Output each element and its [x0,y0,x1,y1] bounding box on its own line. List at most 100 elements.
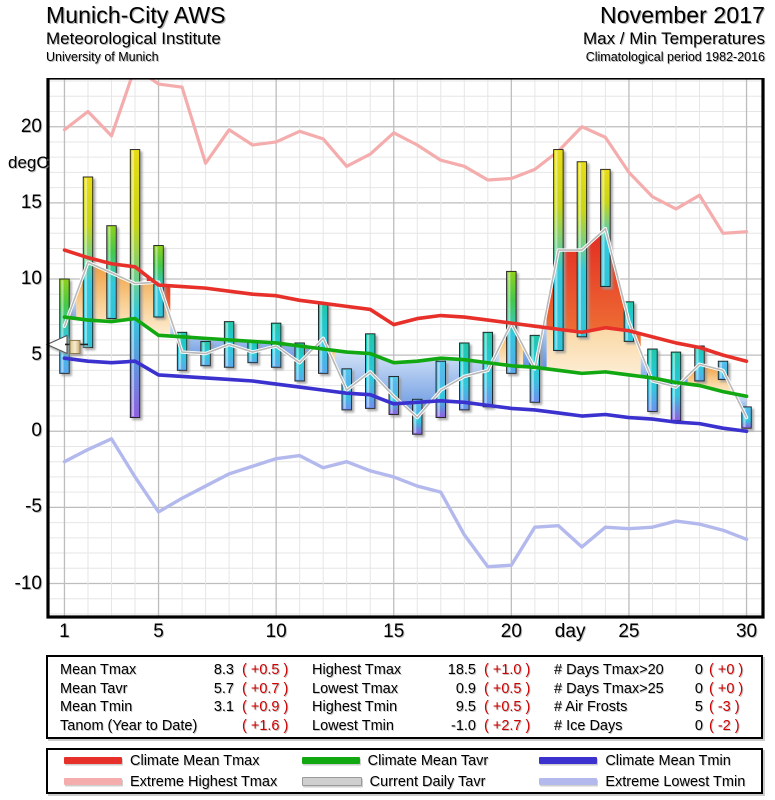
legend-label: Current Daily Tavr [369,773,486,790]
stat-anomaly: ( +0 ) [709,680,744,697]
stats-column-1: Mean Tmax 8.3 ( +0.5 ) Mean Tavr 5.7 ( +0.7 )… [48,662,300,737]
stat-value: 0 [694,662,703,678]
stat-value: 18.5 [447,662,476,678]
y-tick--10: -10 [14,572,42,594]
climate-mean-tmax-line [62,248,749,364]
legend-label: Extreme Lowest Tmin [605,773,746,790]
x-tick-1: 1 [59,621,70,642]
temperature-chart-svg [45,65,765,619]
x-tick-20: 20 [500,621,522,642]
stats-row: # Days Tmax>20 0 ( +0 ) [542,662,761,681]
stat-anomaly: ( +0.9 ) [242,699,289,715]
stats-row: Tanom (Year to Date) ( +1.6 ) [48,718,300,737]
y-tick-15: 15 [20,191,42,213]
month-title: November 2017 [600,2,765,28]
day-bar-highlight-2 [84,178,88,347]
stat-anomaly: ( +0 ) [709,662,744,678]
chart-subtitle: Max / Min Temperatures [582,29,765,48]
stat-anomaly: ( +1.0 ) [484,662,531,678]
university-name: University of Munich [46,50,159,64]
climate-mean-tmin-line [62,356,749,434]
legend-color-swatch [64,757,122,764]
climate-mean-tavr-line [62,315,749,399]
stat-label: Lowest Tmax [312,680,398,697]
stat-anomaly: ( +0.5 ) [484,680,531,697]
legend-item: Climate Mean Tmax [48,753,286,769]
y-tick-0: 0 [31,420,42,442]
stat-anomaly: ( -3 ) [709,699,740,715]
stats-row: Lowest Tmin -1.0 ( +2.7 ) [300,718,542,737]
stat-label: Mean Tmax [60,662,137,678]
stat-anomaly: ( +0.5 ) [242,662,289,678]
day-bar-highlight-6 [178,333,182,370]
stat-anomaly: ( +1.6 ) [242,717,289,734]
stat-label: Mean Tmin [60,699,133,715]
stat-value: 9.5 [455,699,476,715]
legend-label: Climate Mean Tavr [367,752,489,769]
station-title: Munich-City AWS [46,2,226,28]
stats-row: # Days Tmax>25 0 ( +0 ) [542,681,761,700]
day-bar-highlight-28 [696,347,699,380]
stat-value: 5 [694,699,703,715]
x-tick-15: 15 [383,621,405,642]
legend-color-swatch [301,777,362,786]
day-bar-highlight-22 [555,150,558,350]
header-right-block: November 2017 Max / Min Temperatures Cli… [583,2,765,66]
legend-item: Climate Mean Tmin [523,753,761,769]
x-tick-5: 5 [153,621,164,642]
legend-color-swatch [539,757,598,764]
stats-row: Mean Tavr 5.7 ( +0.7 ) [48,681,300,700]
stat-label: Mean Tavr [60,680,128,697]
stat-value: 8.3 [213,662,234,678]
legend-label: Extreme Highest Tmax [130,773,278,790]
extreme-lowest-tmin-line [62,437,749,569]
stat-value: -1.0 [451,717,476,734]
stats-column-2: Highest Tmax 18.5 ( +1.0 ) Lowest Tmax 0.9 ( … [300,662,542,737]
x-axis-tick-labels: 1 5 10 15 20 25 30 day [0,621,775,651]
extreme-highest-tmax-line [62,65,749,235]
institute-name: Meteorological Institute [46,29,221,48]
legend-color-swatch [64,778,122,785]
stat-anomaly: ( -2 ) [709,717,740,734]
stat-label: # Air Frosts [554,699,628,715]
header-left-block: Munich-City AWS Meteorological Institute… [46,2,226,66]
stat-label: # Ice Days [554,717,623,734]
stats-row: Mean Tmin 3.1 ( +0.9 ) [48,699,300,718]
x-tick-30: 30 [735,621,758,642]
stat-value: 0 [694,680,703,697]
y-tick-10: 10 [20,267,42,289]
stat-label: Highest Tmin [312,699,398,715]
legend-label: Climate Mean Tmin [605,752,731,769]
stats-row: Highest Tmax 18.5 ( +1.0 ) [300,662,542,681]
statistics-table: Mean Tmax 8.3 ( +0.5 ) Mean Tavr 5.7 ( +0.7 )… [46,655,763,739]
stats-row: Mean Tmax 8.3 ( +0.5 ) [48,662,300,681]
mean-tavr-marker [45,334,88,355]
stats-row: Highest Tmin 9.5 ( +0.5 ) [300,699,542,718]
day-bar-highlight-14 [367,334,370,408]
x-axis-title: day [554,621,586,642]
day-bar-highlight-25 [625,303,628,341]
stat-value: 0 [694,717,703,734]
stats-column-3: # Days Tmax>20 0 ( +0 ) # Days Tmax>25 0 ( +0… [542,662,761,737]
plot-area: degC 20 15 10 5 0 -5 -10 [0,65,775,643]
y-tick-20: 20 [20,115,42,137]
stat-anomaly: ( +2.7 ) [484,717,531,734]
stat-label: # Days Tmax>20 [554,662,664,678]
day-bar-highlight-1 [61,280,64,373]
y-tick--5: -5 [25,496,42,518]
y-tick-5: 5 [31,344,42,366]
stat-anomaly: ( +0.7 ) [242,680,289,697]
stat-label: Highest Tmax [312,662,402,678]
stat-anomaly: ( +0.5 ) [484,699,531,715]
day-bar-highlight-24 [602,170,605,286]
stat-label: Tanom (Year to Date) [60,717,198,734]
legend-item: Climate Mean Tavr [286,753,524,769]
day-bar-highlight-17 [437,362,440,417]
stats-row: Lowest Tmax 0.9 ( +0.5 ) [300,681,542,700]
legend-color-swatch [539,778,598,785]
climatological-period: Climatological period 1982-2016 [585,50,765,64]
chart-legend: Climate Mean Tmax Climate Mean Tavr Climat… [46,748,763,794]
stat-value: 0.9 [455,680,476,697]
chart-header: Munich-City AWS Meteorological Institute… [0,0,775,78]
